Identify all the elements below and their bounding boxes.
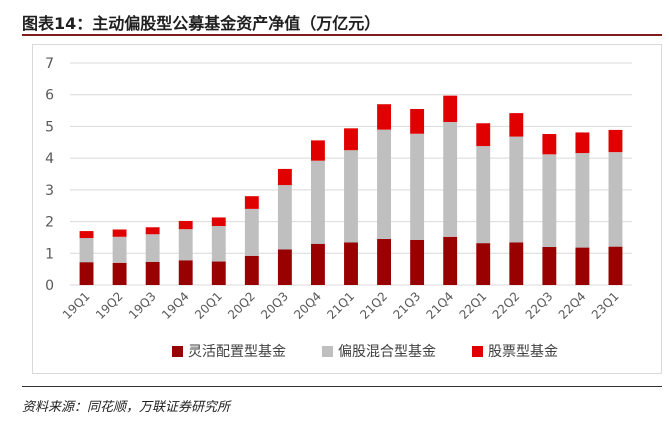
bar-segment-2: [145, 234, 160, 262]
legend-label: 股票型基金: [488, 343, 558, 360]
x-tick-label: 19Q1: [60, 289, 93, 322]
bar-segment-2: [476, 146, 491, 244]
y-tick-label: 4: [45, 151, 54, 167]
bar-segment-1: [112, 262, 127, 285]
bar-segment-2: [244, 208, 259, 256]
legend-swatch: [172, 346, 183, 357]
y-tick-label: 2: [45, 215, 54, 231]
bar-segment-3: [178, 220, 193, 230]
bar-segment-3: [410, 108, 425, 134]
bar-segment-3: [244, 196, 259, 209]
x-tick-label: 22Q4: [556, 289, 589, 322]
bar-segment-3: [509, 113, 524, 137]
bar-segment-2: [310, 160, 325, 244]
bar-segment-1: [377, 239, 392, 285]
bar-segment-1: [244, 255, 259, 285]
bar-segment-3: [112, 229, 127, 237]
bar-segment-1: [145, 261, 160, 285]
bar-segment-1: [509, 242, 524, 285]
bar-segment-1: [310, 243, 325, 285]
x-tick-label: 22Q3: [523, 289, 556, 322]
figure-title: 图表14：主动偏股型公募基金资产净值（万亿元）: [22, 14, 381, 33]
bar-segment-3: [575, 132, 590, 154]
bar-segment-2: [112, 236, 127, 263]
bar-segment-3: [310, 140, 325, 161]
bar-segment-2: [509, 136, 524, 243]
bar-segment-3: [344, 128, 358, 151]
bar-segment-2: [211, 226, 226, 262]
legend-label: 偏股混合型基金: [338, 343, 436, 360]
bar-segment-2: [178, 229, 193, 261]
bar-segment-2: [377, 129, 392, 240]
bar-segment-2: [575, 153, 590, 248]
footer-rule: [22, 386, 662, 387]
bar-segment-1: [575, 247, 590, 285]
x-tick-label: 19Q2: [93, 289, 126, 322]
y-tick-label: 5: [45, 119, 54, 135]
bar-segment-2: [410, 133, 425, 240]
bar-segment-2: [79, 238, 94, 263]
bar-segment-1: [211, 261, 226, 285]
x-tick-label: 21Q4: [424, 289, 457, 322]
bar-segment-1: [608, 246, 623, 285]
bar-segment-3: [542, 134, 557, 155]
y-tick-label: 3: [45, 183, 54, 199]
bar-segment-1: [277, 249, 292, 285]
x-tick-label: 19Q3: [126, 289, 159, 322]
bar-segment-1: [542, 246, 557, 285]
y-tick-label: 7: [45, 56, 54, 72]
x-tick-label: 22Q1: [457, 289, 490, 322]
title-rule: [22, 34, 662, 36]
bar-segment-3: [377, 104, 392, 130]
x-tick-label: 20Q3: [258, 289, 291, 322]
chart-frame: [32, 44, 662, 374]
y-tick-label: 6: [45, 88, 54, 104]
bar-segment-3: [476, 123, 491, 147]
bar-segment-3: [608, 129, 623, 153]
x-tick-label: 22Q2: [490, 289, 523, 322]
y-tick-label: 1: [45, 246, 54, 262]
y-tick-label: 0: [45, 278, 54, 294]
bar-segment-1: [443, 236, 458, 285]
x-tick-label: 20Q4: [291, 289, 324, 322]
x-tick-label: 19Q4: [159, 289, 192, 322]
bar-segment-3: [443, 95, 458, 122]
bar-segment-1: [476, 243, 491, 285]
bar-segment-1: [344, 242, 358, 285]
x-tick-label: 20Q1: [192, 289, 225, 322]
bar-segment-2: [542, 154, 557, 247]
bar-segment-3: [277, 168, 292, 186]
bar-segment-3: [145, 227, 160, 235]
bar-segment-2: [608, 152, 623, 247]
legend-swatch: [472, 346, 483, 357]
bar-segment-1: [79, 262, 94, 285]
x-tick-label: 21Q2: [357, 289, 390, 322]
x-tick-label: 23Q1: [589, 289, 622, 322]
x-tick-label: 21Q3: [390, 289, 423, 322]
bar-segment-3: [211, 217, 226, 227]
bar-segment-2: [344, 150, 358, 243]
source-note: 资料来源：同花顺，万联证券研究所: [22, 400, 231, 415]
bar-segment-1: [178, 260, 193, 285]
bar-segment-1: [410, 239, 425, 285]
bar-segment-2: [443, 121, 458, 237]
legend-swatch: [322, 346, 333, 357]
legend-label: 灵活配置型基金: [188, 343, 286, 360]
x-tick-label: 20Q2: [225, 289, 258, 322]
x-tick-label: 21Q1: [324, 289, 357, 322]
bar-segment-3: [79, 231, 94, 239]
bar-segment-2: [277, 185, 292, 250]
